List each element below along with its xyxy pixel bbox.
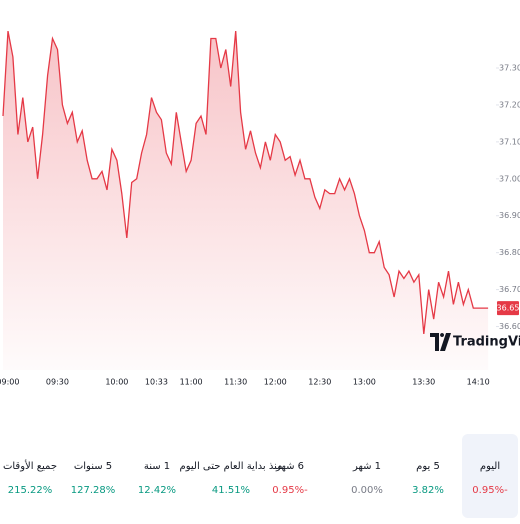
period-value: 12.42%: [138, 485, 176, 496]
x-tick-label: 11:30: [224, 378, 247, 387]
period-label: 5 يوم: [416, 461, 440, 472]
y-tick-label: 37.20: [499, 100, 520, 109]
period-value: 0.95%-: [272, 485, 308, 496]
period-value: 41.51%: [212, 485, 250, 496]
y-tick-label: 37.10: [499, 137, 520, 146]
x-tick-label: 12:00: [264, 378, 287, 387]
x-tick-label: 13:00: [353, 378, 376, 387]
price-line: [2, 30, 489, 334]
y-tick-label: 36.80: [499, 248, 520, 257]
period-label: 5 سنوات: [74, 461, 112, 472]
period-value: 0.00%: [351, 485, 383, 496]
x-tick-label: 12:30: [308, 378, 331, 387]
x-tick-label: 09:00: [0, 378, 19, 387]
period-value: 0.95%-: [472, 485, 508, 496]
x-tick-label: 10:00: [105, 378, 128, 387]
period-label: 1 شهر: [352, 461, 381, 472]
last-price-label: 36.65: [497, 304, 520, 313]
logo-text: TradingView: [453, 335, 520, 350]
period-label: منذ بداية العام حتى اليوم: [180, 461, 283, 472]
y-tick-label: 37.30: [499, 64, 520, 73]
x-tick-label: 10:33: [145, 378, 168, 387]
y-tick-label: 36.90: [499, 211, 520, 220]
period-label: 6 شهر: [275, 461, 304, 472]
y-tick-label: 36.60: [499, 322, 520, 331]
logo: TradingView: [430, 333, 520, 351]
period-label: اليوم: [480, 461, 500, 472]
last-price-box: [497, 301, 519, 316]
period-value: 127.28%: [71, 485, 116, 496]
period-selected-bg: [462, 434, 518, 518]
y-tick-label: 36.70: [499, 285, 520, 294]
x-tick-label: 11:00: [180, 378, 203, 387]
period-value: 3.82%: [412, 485, 444, 496]
period-label: 1 سنة: [144, 461, 170, 472]
x-tick-label: 13:30: [412, 378, 435, 387]
y-tick-label: 37.00: [499, 174, 520, 183]
logo-icon: [430, 333, 451, 351]
period-value: 215.22%: [8, 485, 53, 496]
period-bar: اليوم 0.95%- 5 يوم 3.82% 1 شهر 0.00% 6 شهر 0.95…: [3, 434, 518, 518]
x-tick-label: 09:30: [46, 378, 69, 387]
x-tick-label: 14:10: [467, 378, 490, 387]
area-fill: [3, 31, 489, 370]
period-label: جميع الأوقات: [3, 459, 57, 472]
plot: 36.60 36.70 36.80 36.90 37.00 37.10 37.20 37.30…: [0, 30, 520, 387]
